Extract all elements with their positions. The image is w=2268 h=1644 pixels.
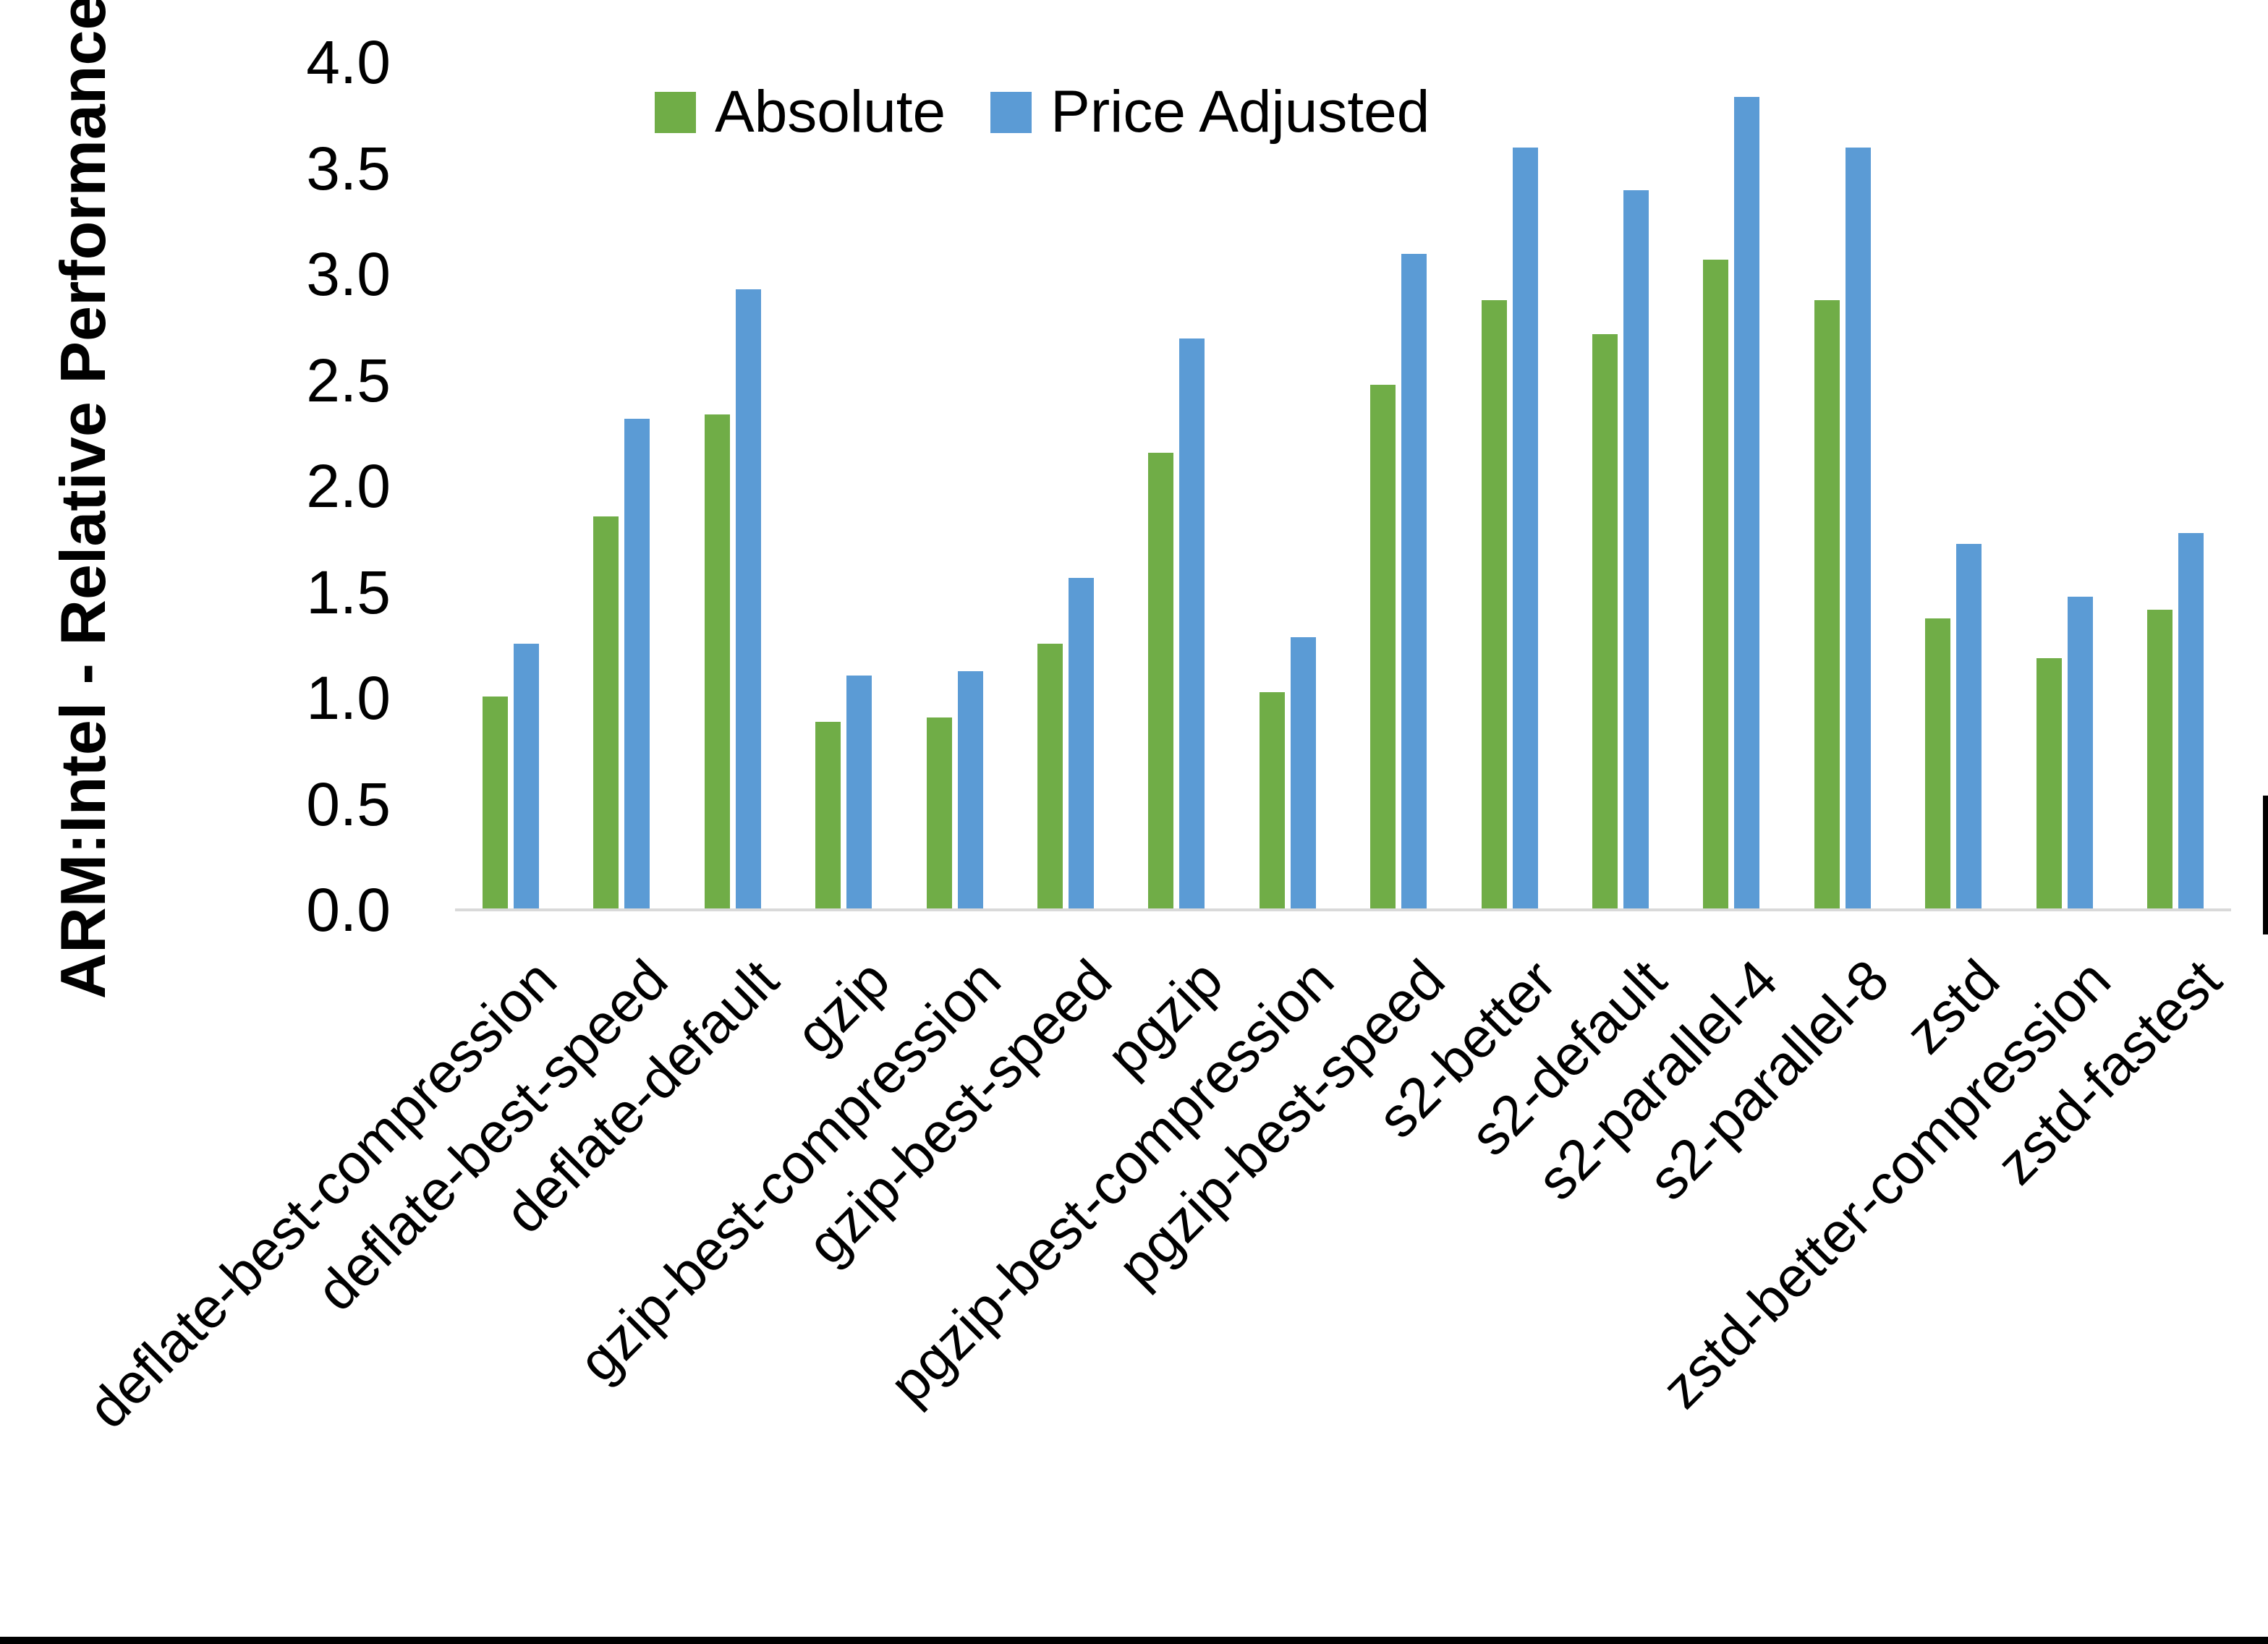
legend-label-price-adjusted: Price Adjusted	[1050, 79, 1430, 145]
bar-absolute	[483, 697, 508, 908]
bar-price-adjusted	[1845, 148, 1871, 908]
bar-price-adjusted	[1623, 189, 1649, 908]
y-tick-label: 2.0	[306, 452, 391, 520]
bar-price-adjusted	[1956, 544, 1982, 908]
bar-absolute	[704, 414, 730, 908]
bar-absolute	[1481, 300, 1507, 908]
bar-absolute	[1370, 385, 1396, 908]
y-tick-label: 3.5	[306, 134, 391, 203]
legend-item-price-adjusted: Price Adjusted	[990, 78, 1430, 146]
legend-swatch-absolute	[655, 91, 696, 133]
bar-absolute	[2036, 658, 2062, 908]
bar-absolute	[1703, 260, 1729, 908]
legend-label-absolute: Absolute	[715, 79, 946, 145]
bar-absolute	[926, 717, 952, 908]
y-tick-label: 4.0	[306, 28, 391, 96]
bar-absolute	[1592, 333, 1618, 908]
x-axis-line	[455, 908, 2231, 911]
y-tick-label: 2.5	[306, 346, 391, 414]
bar-price-adjusted	[624, 419, 650, 908]
bar-absolute	[2147, 609, 2173, 908]
y-tick-label: 0.0	[306, 876, 391, 944]
bar-absolute	[1148, 453, 1174, 908]
legend: Absolute Price Adjusted	[655, 72, 1430, 152]
bar-absolute	[1925, 618, 1951, 908]
bar-price-adjusted	[2067, 597, 2093, 908]
right-border	[2263, 796, 2268, 934]
y-tick-label: 3.0	[306, 240, 391, 308]
x-category-label: deflate-best-compression	[75, 947, 569, 1441]
bar-price-adjusted	[1069, 577, 1094, 908]
bar-price-adjusted	[735, 289, 761, 908]
bottom-border	[0, 1637, 2268, 1644]
bar-absolute	[593, 516, 619, 908]
bar-absolute	[815, 722, 841, 908]
bar-price-adjusted	[1179, 338, 1205, 908]
legend-item-absolute: Absolute	[655, 78, 946, 146]
bar-price-adjusted	[957, 670, 983, 908]
bar-price-adjusted	[514, 643, 539, 908]
y-axis-title: ARM:Intel - Relative Performance	[47, 0, 119, 1000]
legend-swatch-price-adjusted	[990, 91, 1032, 133]
bar-price-adjusted	[846, 675, 872, 908]
bar-price-adjusted	[1401, 253, 1427, 908]
bar-price-adjusted	[1512, 148, 1538, 908]
bar-absolute	[1259, 692, 1285, 908]
y-tick-label: 1.5	[306, 558, 391, 626]
y-tick-label: 1.0	[306, 664, 391, 732]
bar-price-adjusted	[1734, 96, 1760, 908]
bar-absolute	[1037, 643, 1063, 908]
y-tick-label: 0.5	[306, 770, 391, 838]
bar-absolute	[1814, 300, 1840, 908]
bar-price-adjusted	[2178, 533, 2204, 908]
bar-price-adjusted	[1290, 636, 1316, 908]
